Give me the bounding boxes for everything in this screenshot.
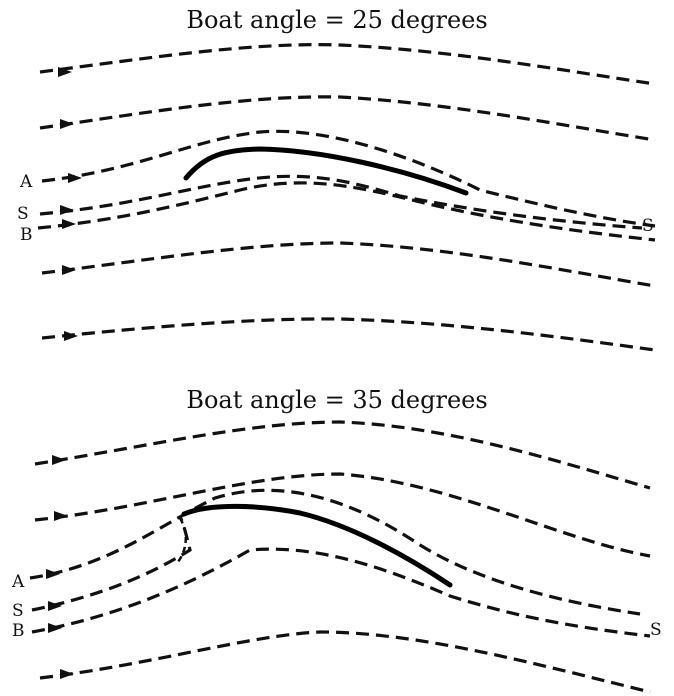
arrowhead (68, 173, 82, 183)
streamline (41, 241, 656, 288)
streamline (39, 95, 656, 142)
streamline-a (29, 488, 641, 616)
streamline-s (39, 174, 643, 230)
arrowhead (64, 331, 78, 341)
streamline (41, 317, 656, 352)
label-b: B (20, 225, 33, 245)
diagram-boat-angle-25: Boat angle = 25 degrees A S B S (17, 6, 656, 352)
label-a: A (11, 572, 25, 592)
streamline-b (31, 547, 651, 638)
diagram-title: Boat angle = 35 degrees (186, 386, 488, 414)
sail-leading-edge (176, 517, 187, 563)
arrowhead (46, 569, 60, 579)
diagram-boat-angle-35: Boat angle = 35 degrees A S B S (0, 370, 674, 696)
streamline-a (41, 129, 656, 228)
label-s-right: S (642, 216, 654, 236)
arrowhead (58, 67, 72, 77)
label-s-left: S (12, 601, 24, 621)
arrowhead (60, 205, 74, 215)
streamline-s (31, 516, 192, 612)
label-a: A (19, 172, 33, 192)
arrowhead (62, 219, 76, 229)
label-s-left: S (17, 204, 29, 224)
streamline-diagram: A S B S (17, 43, 656, 352)
label-b: B (12, 621, 25, 641)
streamline (39, 630, 651, 694)
arrowhead (60, 669, 74, 679)
streamline (39, 43, 656, 86)
streamline (34, 420, 651, 490)
label-s-right: S (650, 620, 662, 640)
sail (181, 503, 453, 588)
sail (183, 146, 469, 196)
arrowhead (54, 511, 68, 521)
arrowhead (48, 601, 62, 611)
arrowhead (52, 455, 66, 465)
arrowhead (62, 265, 76, 275)
streamline-b (37, 181, 656, 242)
streamline (34, 472, 651, 558)
diagram-title: Boat angle = 25 degrees (186, 6, 488, 34)
arrowhead (48, 623, 62, 633)
arrowhead (60, 119, 74, 129)
streamline-diagram: A S B S (11, 420, 662, 694)
